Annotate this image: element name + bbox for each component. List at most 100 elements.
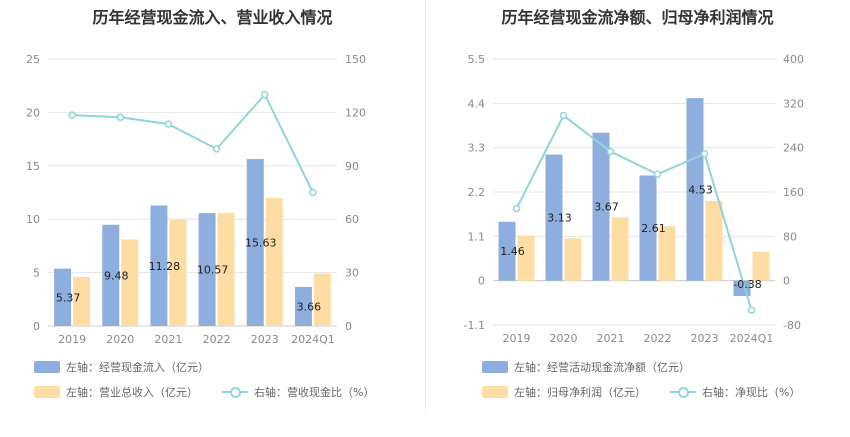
bar-data-label: 3.67 (594, 201, 619, 214)
y-tick-label-right: 60 (345, 213, 359, 226)
y-tick-label-right: 240 (783, 142, 804, 155)
legend-swatch-line-circle (222, 386, 248, 398)
y-tick-label-right: 30 (345, 267, 359, 280)
line-point (68, 111, 76, 119)
bar (658, 226, 676, 281)
bar (611, 217, 629, 281)
bar (686, 98, 704, 281)
bar (498, 221, 516, 281)
x-tick-label: 2019 (58, 333, 86, 346)
x-tick-label: 2019 (503, 332, 531, 345)
legend-label: 左轴：营业总收入（亿元） (66, 386, 198, 399)
bar (545, 154, 563, 281)
bar (121, 239, 139, 326)
bar (198, 213, 216, 326)
line-point (212, 145, 221, 153)
y-tick-label-left: 10 (26, 213, 40, 226)
y-tick-label-left: 4.4 (468, 97, 486, 110)
chart-panel-net-cash: 历年经营现金流净额、归母净利润情况 -1.1 -80 0 0 1.1 80 2.2 160 3.… (425, 0, 850, 437)
y-tick-label-right: 0 (345, 320, 352, 333)
x-tick-label: 2024Q1 (291, 333, 335, 346)
x-tick-label: 2023 (251, 333, 279, 346)
y-tick-label-right: 320 (783, 97, 804, 110)
y-tick-label-right: 80 (783, 230, 797, 243)
bar (150, 205, 168, 326)
legend-item-cash-revenue-ratio[interactable]: 右轴：营收现金比（%） (222, 384, 374, 400)
line-point (700, 150, 709, 158)
x-tick-label: 2021 (154, 333, 182, 346)
x-tick-label: 2024Q1 (730, 332, 774, 345)
chart-panel-cash-inflow: 历年经营现金流入、营业收入情况 0 0 5 30 10 60 15 90 20 120 25 150 2… (26, 8, 374, 400)
y-tick-label-right: 400 (783, 53, 804, 66)
legend-item-cash-profit-ratio[interactable]: 右轴：净现比（%） (670, 384, 800, 400)
y-tick-label-left: 20 (26, 106, 40, 119)
bar (564, 238, 582, 281)
legend-item-net-cash-flow[interactable]: 左轴：经营活动现金流净额（亿元） (482, 359, 690, 375)
legend-swatch-bar-blue (482, 361, 508, 373)
x-tick-label: 2023 (691, 332, 719, 345)
chart-net-cash-profit: -1.1 -80 0 0 1.1 80 2.2 160 3.3 240 4.4 320 5.5 400 20… (464, 53, 804, 345)
x-tick-label: 2022 (644, 332, 672, 345)
y-tick-label-left: 25 (26, 53, 40, 66)
y-tick-label-right: 120 (345, 106, 366, 119)
y-tick-label-left: -1.1 (464, 319, 485, 332)
bar (705, 200, 723, 281)
series-line (515, 113, 753, 311)
legend-label: 左轴：经营活动现金流净额（亿元） (514, 361, 690, 374)
bar (294, 286, 312, 326)
bar (592, 132, 610, 281)
legend-item-revenue[interactable]: 左轴：营业总收入（亿元） (34, 384, 198, 400)
y-tick-label-left: 0 (33, 320, 40, 333)
x-tick-label: 2022 (203, 333, 231, 346)
legend-item-net-profit[interactable]: 左轴：归母净利润（亿元） (482, 384, 646, 400)
legend-swatch-line-circle (670, 386, 696, 398)
bar-data-label: 2.61 (641, 222, 666, 235)
bar-data-label: 5.37 (56, 291, 81, 304)
bar-data-label: 4.53 (688, 183, 713, 196)
legend-label: 右轴：净现比（%） (702, 386, 801, 399)
y-tick-label-left: 2.2 (468, 186, 486, 199)
line-point (653, 170, 662, 179)
y-tick-label-left: 1.1 (468, 230, 486, 243)
legend-label: 左轴：归母净利润（亿元） (514, 386, 646, 399)
chart-title: 历年经营现金流入、营业收入情况 (92, 8, 333, 27)
legend-label: 左轴：经营现金流入（亿元） (66, 361, 209, 374)
line-point (164, 120, 173, 128)
panel-divider (425, 0, 426, 410)
bar (517, 235, 535, 281)
bar (217, 212, 235, 326)
bar (169, 219, 187, 326)
chart-cash-inflow-revenue: 0 0 5 30 10 60 15 90 20 120 25 150 2019 2020 2021 2022 2… (26, 53, 366, 346)
legend-item-cash-inflow[interactable]: 左轴：经营现金流入（亿元） (34, 359, 209, 375)
line-point (606, 147, 615, 156)
y-tick-label-right: 150 (345, 53, 366, 66)
bar-data-label: 1.46 (500, 245, 525, 258)
x-tick-label: 2020 (550, 332, 578, 345)
line-point (747, 306, 756, 314)
y-tick-label-left: 5 (33, 267, 40, 280)
y-tick-label-right: 160 (783, 186, 804, 199)
line-point (512, 204, 521, 213)
line-point (116, 113, 124, 121)
y-tick-label-right: 0 (783, 275, 790, 288)
bar (54, 268, 72, 326)
bar-data-label: 3.13 (547, 212, 572, 225)
x-tick-label: 2020 (106, 333, 134, 346)
bar (639, 175, 657, 281)
y-tick-label-left: 0 (478, 275, 485, 288)
bar (246, 159, 264, 326)
bar (313, 273, 331, 326)
bar (73, 276, 91, 326)
bar-data-label: -0.38 (733, 278, 761, 291)
bar (752, 251, 770, 281)
bar (102, 224, 120, 326)
bar (265, 197, 283, 326)
bar-data-label: 15.63 (245, 237, 277, 250)
x-tick-label: 2021 (597, 332, 625, 345)
bar-data-label: 10.57 (197, 264, 229, 277)
legend-swatch-bar-orange (34, 386, 60, 398)
bar-data-label: 3.66 (297, 300, 322, 313)
y-tick-label-right: 90 (345, 160, 359, 173)
bar-data-label: 9.48 (104, 269, 129, 282)
line-point (559, 111, 568, 120)
